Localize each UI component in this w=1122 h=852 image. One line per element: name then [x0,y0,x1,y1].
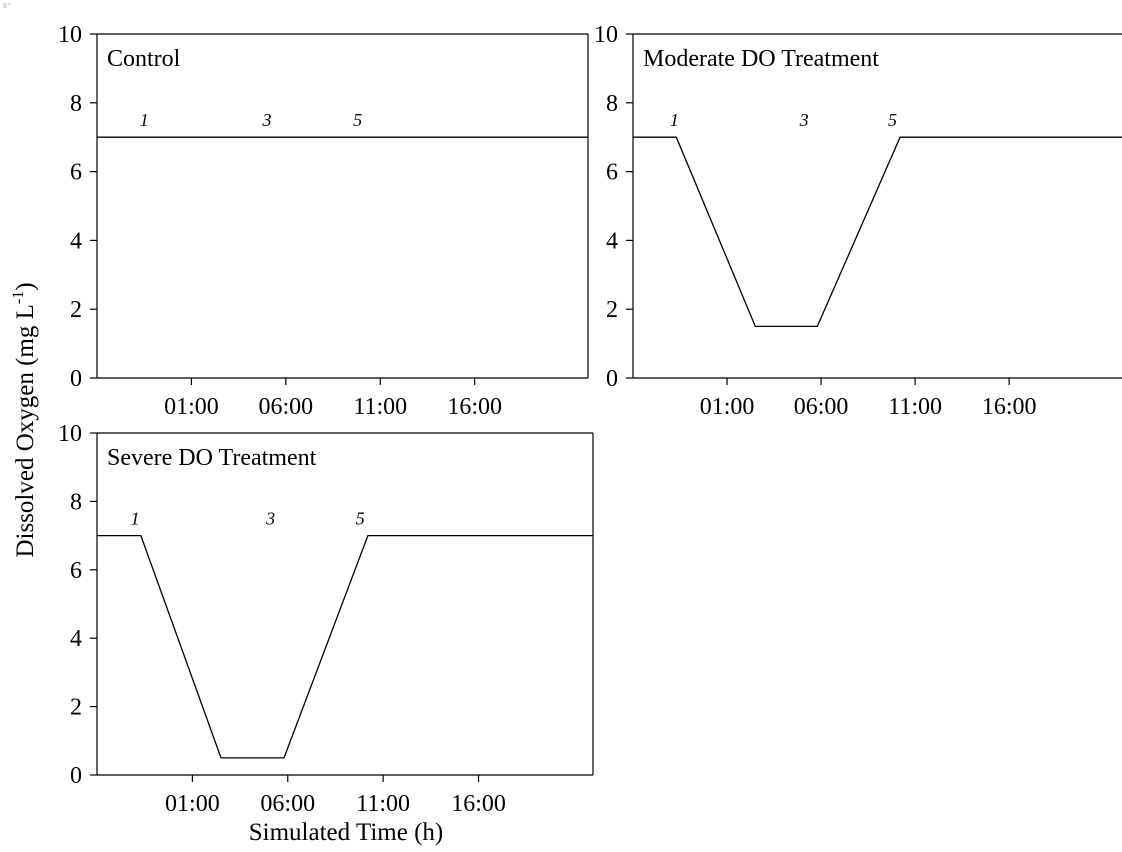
y-axis-title: Dissolved Oxygen (mg L-1) [10,282,39,557]
x-tick-label: 01:00 [700,394,755,420]
y-axis-title-superscript: -1 [10,291,27,304]
phase-label-5: 5 [356,509,365,529]
x-tick-label: 01:00 [164,394,219,420]
phase-label-1: 1 [670,110,679,130]
y-tick-label: 0 [606,366,618,392]
do-series-line [97,534,593,759]
chart-panel-1: 0 2 4 6 8 10 01:00 06:00 11:00 16:00 Control 1 3 5 [58,22,589,420]
panel-title: Control [107,46,181,72]
chart-panel-2: 0 2 4 6 8 10 01:00 06:00 11:00 16:00 Moderate DO T… [594,22,1122,420]
y-tick-label: 6 [606,160,618,186]
y-tick-label: 8 [70,489,82,515]
phase-label-3: 3 [261,110,271,130]
phase-label-3: 3 [265,509,275,529]
x-tick-label: 06:00 [794,394,849,420]
y-tick-label: 10 [58,421,82,447]
x-tick-label: 11:00 [888,394,942,420]
y-tick-label: 4 [606,228,618,254]
x-tick-label: 16:00 [451,791,506,817]
y-tick-label: 0 [70,366,82,392]
y-tick-label: 2 [70,695,82,721]
do-series-line [633,136,1122,328]
phase-label-1: 1 [140,110,149,130]
x-tick-label: 01:00 [165,791,220,817]
chart-panel-3: 0 2 4 6 8 10 01:00 06:00 11:00 16:00 Severe DO Tre… [58,421,594,817]
y-tick-label: 10 [594,22,618,48]
y-axis-title-main: Dissolved Oxygen (mg L [12,304,39,557]
phase-label-5: 5 [353,110,362,130]
y-tick-label: 8 [70,91,82,117]
y-tick-label: 2 [70,297,82,323]
x-tick-label: 16:00 [982,394,1037,420]
phase-label-3: 3 [799,110,809,130]
x-tick-label: 06:00 [260,791,315,817]
y-tick-label: 6 [70,558,82,584]
y-tick-label: 10 [58,22,82,48]
panel-title: Moderate DO Treatment [643,46,879,72]
y-tick-label: 2 [606,297,618,323]
phase-label-5: 5 [888,110,897,130]
panel-title: Severe DO Treatment [107,445,317,471]
x-axis-title: Simulated Time (h) [249,819,443,846]
corner-mark [3,3,10,8]
y-axis-title-close: ) [12,282,39,290]
x-tick-label: 11:00 [353,394,407,420]
y-tick-label: 6 [70,160,82,186]
x-tick-label: 06:00 [259,394,314,420]
phase-label-1: 1 [131,509,140,529]
x-tick-label: 16:00 [447,394,502,420]
x-tick-label: 11:00 [356,791,410,817]
y-tick-label: 0 [70,763,82,789]
y-tick-label: 8 [606,91,618,117]
y-tick-label: 4 [70,626,82,652]
y-tick-label: 4 [70,228,82,254]
